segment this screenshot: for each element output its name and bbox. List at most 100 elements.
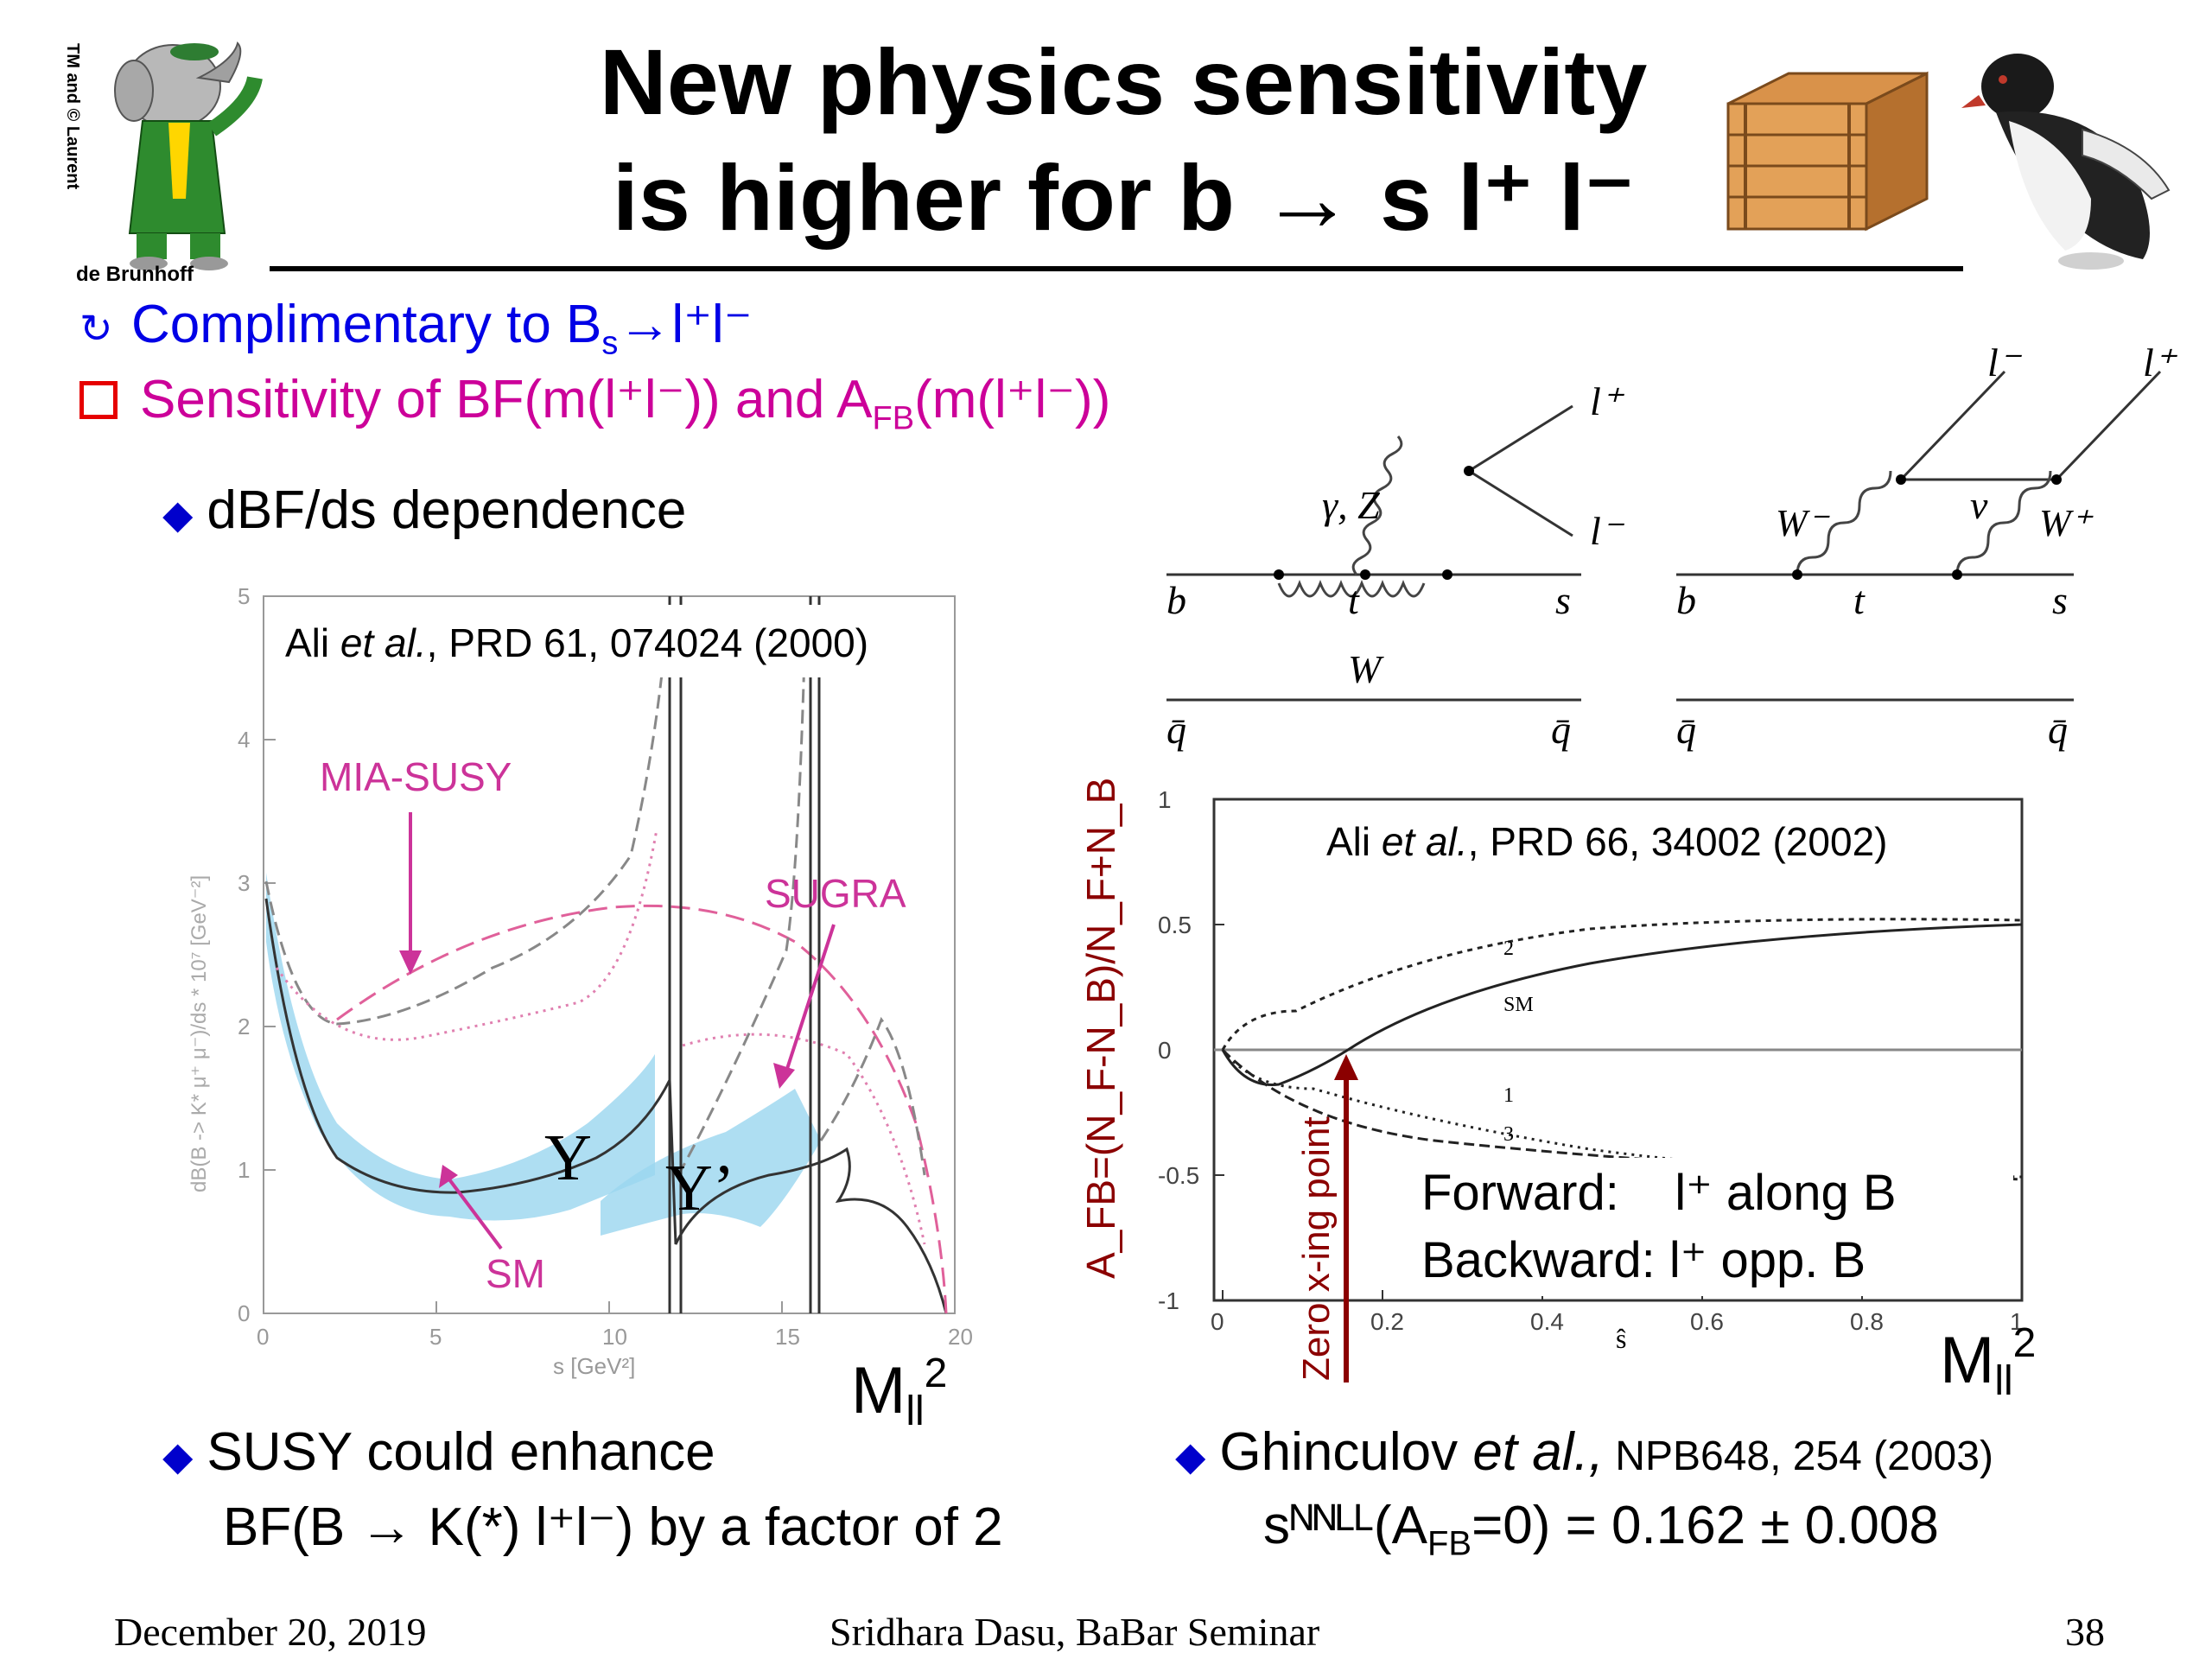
mia-susy-label: MIA-SUSY: [320, 754, 512, 799]
feyn-right-q1: q̄: [1676, 708, 1696, 752]
sugra-curve: [336, 904, 948, 1314]
sm-arrow: [448, 1178, 503, 1250]
left-x-tick-label: 5: [429, 1324, 442, 1350]
left-ref-box: [270, 605, 944, 677]
right-x-tick-label: 0.2: [1370, 1308, 1404, 1335]
right-x-tick-label: 1: [2010, 1308, 2024, 1335]
bullet-sensitivity: Sensitivity of BF(m(l⁺l⁻)) and AFB(m(l⁺l…: [79, 367, 1110, 437]
ghinculov-formula-sub: FB: [1427, 1524, 1472, 1563]
left-ref-suffix: , PRD 61, 074024 (2000): [427, 620, 868, 665]
feyn-right-wminus: W⁻: [1776, 502, 1831, 544]
sm-label: SM: [486, 1251, 545, 1296]
afb-curve-1: [1221, 1049, 2023, 1179]
feyn-left-q1: q̄: [1166, 708, 1186, 752]
ghinculov-etal: et al.,: [1472, 1422, 1604, 1482]
left-plot-ylabel: dB(B -> K* μ⁺ μ⁻)/ds * 10⁷ [GeV⁻²]: [188, 875, 211, 1192]
sugra-arrowhead: [773, 1063, 795, 1089]
copyright-text-2: de Brunhoff: [76, 263, 194, 285]
sub-bullet-susy-line2: BF(B → K(*) l⁺l⁻) by a factor of 2: [223, 1497, 1003, 1557]
feyn-left-lminus: l⁻: [1590, 509, 1625, 553]
left-mass-sub: ll: [906, 1389, 924, 1434]
right-plot-xlabel: ŝ: [1616, 1323, 1626, 1354]
feyn-right-q2: q̄: [2048, 708, 2068, 752]
feyn-right-t: t: [1853, 578, 1866, 622]
bullet-complimentary-sub: s: [601, 325, 619, 362]
left-ref-prefix: Ali: [285, 620, 340, 665]
footer-page-number: 38: [2065, 1610, 2105, 1654]
bullet-sensitivity-tail: (m(l⁺l⁻)): [914, 370, 1111, 429]
footer-author: Sridhara Dasu, BaBar Seminar: [830, 1610, 1320, 1654]
right-y-tick-label: -1: [1158, 1287, 1179, 1314]
sub-bullet-susy: ◆ SUSY could enhance: [162, 1421, 715, 1483]
ghinculov-formula-tail: =0) = 0.162 ± 0.008: [1471, 1496, 1939, 1555]
left-mass-label: Mll2: [851, 1351, 947, 1434]
bullet-sensitivity-text: Sensitivity of BF(m(l⁺l⁻)) and A: [140, 370, 873, 429]
right-plot-ylabel: A_FB=(N_F-N_B)/N_F+N_B): [1078, 778, 1123, 1279]
afb-sm-curve: [1221, 923, 2023, 1086]
left-ref-etal: et al.: [340, 620, 427, 665]
diamond-icon: ◆: [1175, 1433, 1206, 1478]
left-plot-reference: Ali et al., PRD 61, 074024 (2000): [285, 620, 868, 665]
dashed-curve-3: [819, 1016, 926, 1176]
left-y-tick-label: 4: [238, 727, 250, 753]
sub-bullet-susy-text: SUSY could enhance: [207, 1422, 715, 1482]
babar-elephant-logo: TM and © Laurent de Brunhoff: [63, 41, 263, 285]
right-mass-m: M: [1940, 1324, 1994, 1397]
left-y-tick-label: 0: [238, 1300, 250, 1326]
right-mass-label: Mll2: [1940, 1320, 2036, 1404]
feyn-right-lminus: l⁻: [1987, 340, 2023, 385]
bullet-complimentary: ↻ Complimentary to Bs→l⁺l⁻: [79, 292, 752, 362]
sm-uncertainty-band-2: [601, 1089, 821, 1236]
backward-label: Backward: l⁺ opp. B: [1421, 1232, 1866, 1288]
left-mass-m: M: [851, 1354, 906, 1427]
mia-susy-arrowhead: [399, 950, 422, 975]
right-ref-suffix: , PRD 66, 34002 (2002): [1468, 819, 1888, 864]
ghinculov-formula: sᴺᴺᴸᴸ(A: [1263, 1496, 1427, 1555]
left-x-tick-label: 10: [602, 1324, 627, 1350]
bullet-complimentary-text: Complimentary to B: [131, 295, 602, 354]
right-x-tick-label: 0.6: [1690, 1308, 1724, 1335]
title-line-1: New physics sensitivity: [599, 29, 1648, 134]
right-plot-reference: Ali et al., PRD 66, 34002 (2002): [1326, 819, 1888, 864]
left-plot-ticks: 0 5 10 15 20 0 1 2 3 4 5: [238, 583, 973, 1350]
title-rule: [270, 266, 1963, 271]
right-plot: 0 0.2 0.4 0.6 0.8 1 -1 -0.5 0 0.5 1 2 SM 1 3 Ali e…: [1078, 778, 2036, 1404]
right-ref-etal: et al.: [1382, 819, 1468, 864]
feyn-right-nu: ν: [1970, 483, 1988, 527]
penguin-image: [1961, 54, 2171, 270]
feyn-left-s: s: [1555, 578, 1571, 622]
left-y-tick-label: 5: [238, 583, 250, 609]
footer-date: December 20, 2019: [114, 1610, 427, 1654]
afb-curve-3-label: 3: [1503, 1123, 1514, 1146]
left-y-tick-label: 3: [238, 870, 250, 896]
right-y-tick-label: 0.5: [1158, 912, 1192, 938]
ghinculov-ref: NPB648, 254 (2003): [1603, 1433, 1993, 1479]
afb-curve-2-label: 2: [1503, 938, 1514, 960]
feyn-right-b: b: [1676, 578, 1696, 622]
right-y-tick-label: 1: [1158, 786, 1172, 813]
afb-sm-label: SM: [1503, 994, 1534, 1016]
sub-bullet-dbf: ◆ dBF/ds dependence: [162, 480, 686, 541]
left-y-tick-label: 2: [238, 1014, 250, 1039]
sub-bullet-dbf-text: dBF/ds dependence: [207, 480, 687, 540]
feyn-left-b: b: [1166, 578, 1186, 622]
feynman-penguin-diagram: γ, Z l⁺ l⁻ b s t W q̄ q̄: [1166, 379, 1625, 752]
sm-uncertainty-band: [266, 873, 655, 1221]
sugra-label: SUGRA: [765, 871, 906, 916]
left-x-tick-label: 0: [257, 1324, 269, 1350]
diamond-icon: ◆: [162, 1433, 194, 1478]
dotted-curve-2: [682, 1033, 926, 1245]
refresh-icon: ↻: [79, 306, 113, 351]
feyn-right-wplus: W⁺: [2039, 502, 2094, 544]
right-mass-sup: 2: [2013, 1320, 2037, 1366]
feyn-right-s: s: [2052, 578, 2068, 622]
legend-box: [1417, 1158, 2013, 1296]
feyn-left-w: W: [1348, 647, 1384, 691]
dashed-curve-2: [677, 621, 807, 1176]
ghinculov-author: Ghinculov: [1219, 1422, 1473, 1482]
left-plot: 0 5 10 15 20 0 1 2 3 4 5 dB(B -> K* μ⁺ μ⁻)/ds * 10…: [188, 583, 973, 1434]
upsilon-prime-label: Υ’: [665, 1152, 734, 1224]
checkbox-icon: [79, 381, 118, 419]
left-y-tick-label: 1: [238, 1157, 250, 1183]
right-y-tick-label: 0: [1158, 1037, 1172, 1064]
